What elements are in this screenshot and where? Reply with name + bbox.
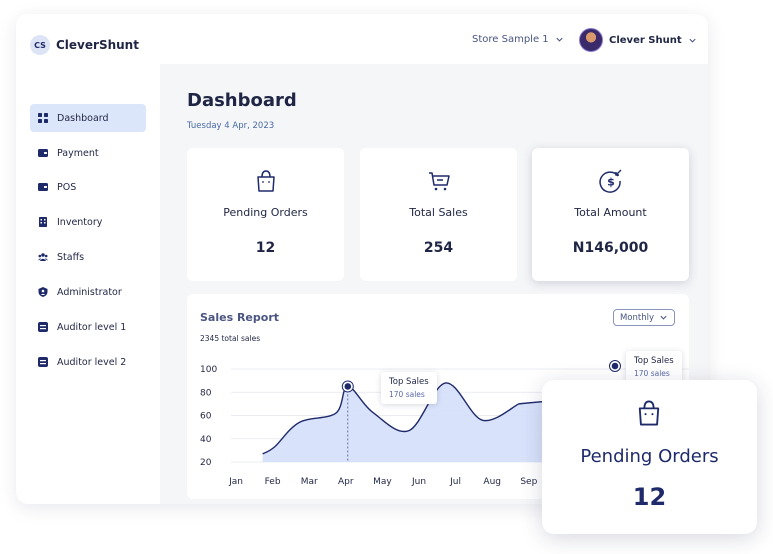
tooltip-title: Top Sales bbox=[389, 377, 429, 387]
x-tick-label: Sep bbox=[520, 477, 537, 487]
building-icon bbox=[39, 217, 47, 227]
list-icon bbox=[38, 322, 48, 332]
chevron-down-icon bbox=[660, 315, 667, 320]
cart-icon bbox=[429, 172, 450, 191]
sidebar-item-label: Inventory bbox=[57, 216, 103, 228]
floating-card-value: 12 bbox=[632, 483, 667, 511]
sidebar-item-administrator[interactable]: Administrator bbox=[30, 278, 146, 306]
y-tick-label: 60 bbox=[200, 412, 212, 422]
card-label: Total Sales bbox=[409, 206, 468, 219]
sidebar-item-dashboard[interactable]: Dashboard bbox=[30, 104, 146, 132]
sidebar-item-label: Dashboard bbox=[57, 112, 109, 124]
page-date: Tuesday 4 Apr, 2023 bbox=[187, 121, 275, 131]
wallet-icon bbox=[38, 183, 48, 191]
period-select[interactable]: Monthly bbox=[613, 309, 675, 326]
y-tick-label: 100 bbox=[200, 365, 217, 375]
x-tick-label: Jul bbox=[449, 477, 461, 487]
highlight-point bbox=[344, 383, 352, 390]
chevron-down-icon bbox=[689, 38, 696, 43]
sidebar-item-payment[interactable]: Payment bbox=[30, 139, 146, 167]
x-tick-label: Jan bbox=[228, 477, 243, 487]
top-bar: CS CleverShunt Store Sample 1 Clever Shu… bbox=[16, 14, 708, 64]
card-value: N146,000 bbox=[572, 240, 649, 256]
list-icon bbox=[38, 357, 48, 367]
store-select[interactable]: Store Sample 1 bbox=[472, 34, 564, 45]
edge-point bbox=[611, 362, 619, 370]
x-tick-label: May bbox=[373, 477, 392, 487]
y-tick-label: 20 bbox=[200, 458, 212, 468]
x-tick-label: Apr bbox=[338, 477, 354, 487]
shopping-bag-icon bbox=[638, 400, 660, 426]
sidebar-item-label: Auditor level 2 bbox=[57, 356, 127, 368]
x-tick-label: Feb bbox=[265, 477, 281, 487]
floating-card-label: Pending Orders bbox=[580, 446, 719, 467]
svg-text:$: $ bbox=[607, 176, 615, 189]
shopping-bag-icon bbox=[257, 170, 275, 192]
sales-report-subtitle: 2345 total sales bbox=[200, 334, 261, 343]
brand[interactable]: CS CleverShunt bbox=[30, 35, 139, 55]
period-select-label: Monthly bbox=[619, 312, 655, 323]
sidebar-item-label: Auditor level 1 bbox=[57, 321, 127, 333]
tooltip-top-sales: Top Sales 170 sales bbox=[626, 351, 682, 383]
sidebar-item-label: POS bbox=[57, 181, 77, 193]
sidebar-item-inventory[interactable]: Inventory bbox=[30, 208, 146, 236]
sidebar-item-label: Staffs bbox=[57, 251, 85, 263]
shield-user-icon bbox=[38, 287, 48, 297]
card-total-sales[interactable]: Total Sales 254 bbox=[360, 148, 517, 281]
card-label: Pending Orders bbox=[223, 206, 308, 219]
user-menu[interactable]: Clever Shunt bbox=[579, 28, 697, 52]
card-label: Total Amount bbox=[574, 206, 647, 219]
card-pending-orders[interactable]: Pending Orders 12 bbox=[187, 148, 344, 281]
y-tick-label: 80 bbox=[200, 388, 212, 398]
sidebar: Dashboard Payment POS Inventory Staffs A… bbox=[16, 64, 160, 504]
tooltip-title: Top Sales bbox=[634, 356, 674, 366]
sidebar-item-label: Administrator bbox=[57, 286, 122, 298]
page-title: Dashboard bbox=[187, 90, 297, 111]
chevron-down-icon bbox=[556, 37, 563, 42]
brand-name: CleverShunt bbox=[56, 38, 139, 52]
wallet-icon bbox=[38, 149, 48, 157]
store-select-label: Store Sample 1 bbox=[472, 34, 549, 45]
grid-icon bbox=[38, 113, 48, 123]
card-total-amount[interactable]: $ Total Amount N146,000 bbox=[532, 148, 689, 281]
sidebar-item-auditor-level-1[interactable]: Auditor level 1 bbox=[30, 313, 146, 341]
x-tick-label: Jun bbox=[411, 477, 426, 487]
sales-line bbox=[262, 382, 689, 455]
tooltip-value: 170 sales bbox=[389, 390, 425, 399]
brand-badge: CS bbox=[30, 35, 50, 55]
tooltip-value: 170 sales bbox=[634, 369, 670, 378]
users-icon bbox=[38, 253, 48, 261]
card-value: 12 bbox=[255, 240, 276, 256]
x-tick-label: Aug bbox=[483, 477, 501, 487]
tooltip-top-sales: Top Sales 170 sales bbox=[381, 372, 437, 404]
avatar bbox=[579, 28, 603, 52]
sales-report-title: Sales Report bbox=[200, 311, 279, 324]
sidebar-item-label: Payment bbox=[57, 147, 99, 159]
dollar-coin-icon: $ bbox=[599, 169, 622, 193]
x-tick-label: Mar bbox=[301, 477, 318, 487]
sidebar-item-auditor-level-2[interactable]: Auditor level 2 bbox=[30, 348, 146, 376]
sidebar-item-pos[interactable]: POS bbox=[30, 173, 146, 201]
app-window: CS CleverShunt Store Sample 1 Clever Shu… bbox=[16, 14, 708, 504]
y-tick-label: 40 bbox=[200, 435, 212, 445]
sidebar-item-staffs[interactable]: Staffs bbox=[30, 243, 146, 271]
floating-card-pending-orders[interactable]: Pending Orders 12 bbox=[542, 380, 757, 534]
card-value: 254 bbox=[423, 240, 454, 256]
user-name: Clever Shunt bbox=[609, 34, 682, 46]
